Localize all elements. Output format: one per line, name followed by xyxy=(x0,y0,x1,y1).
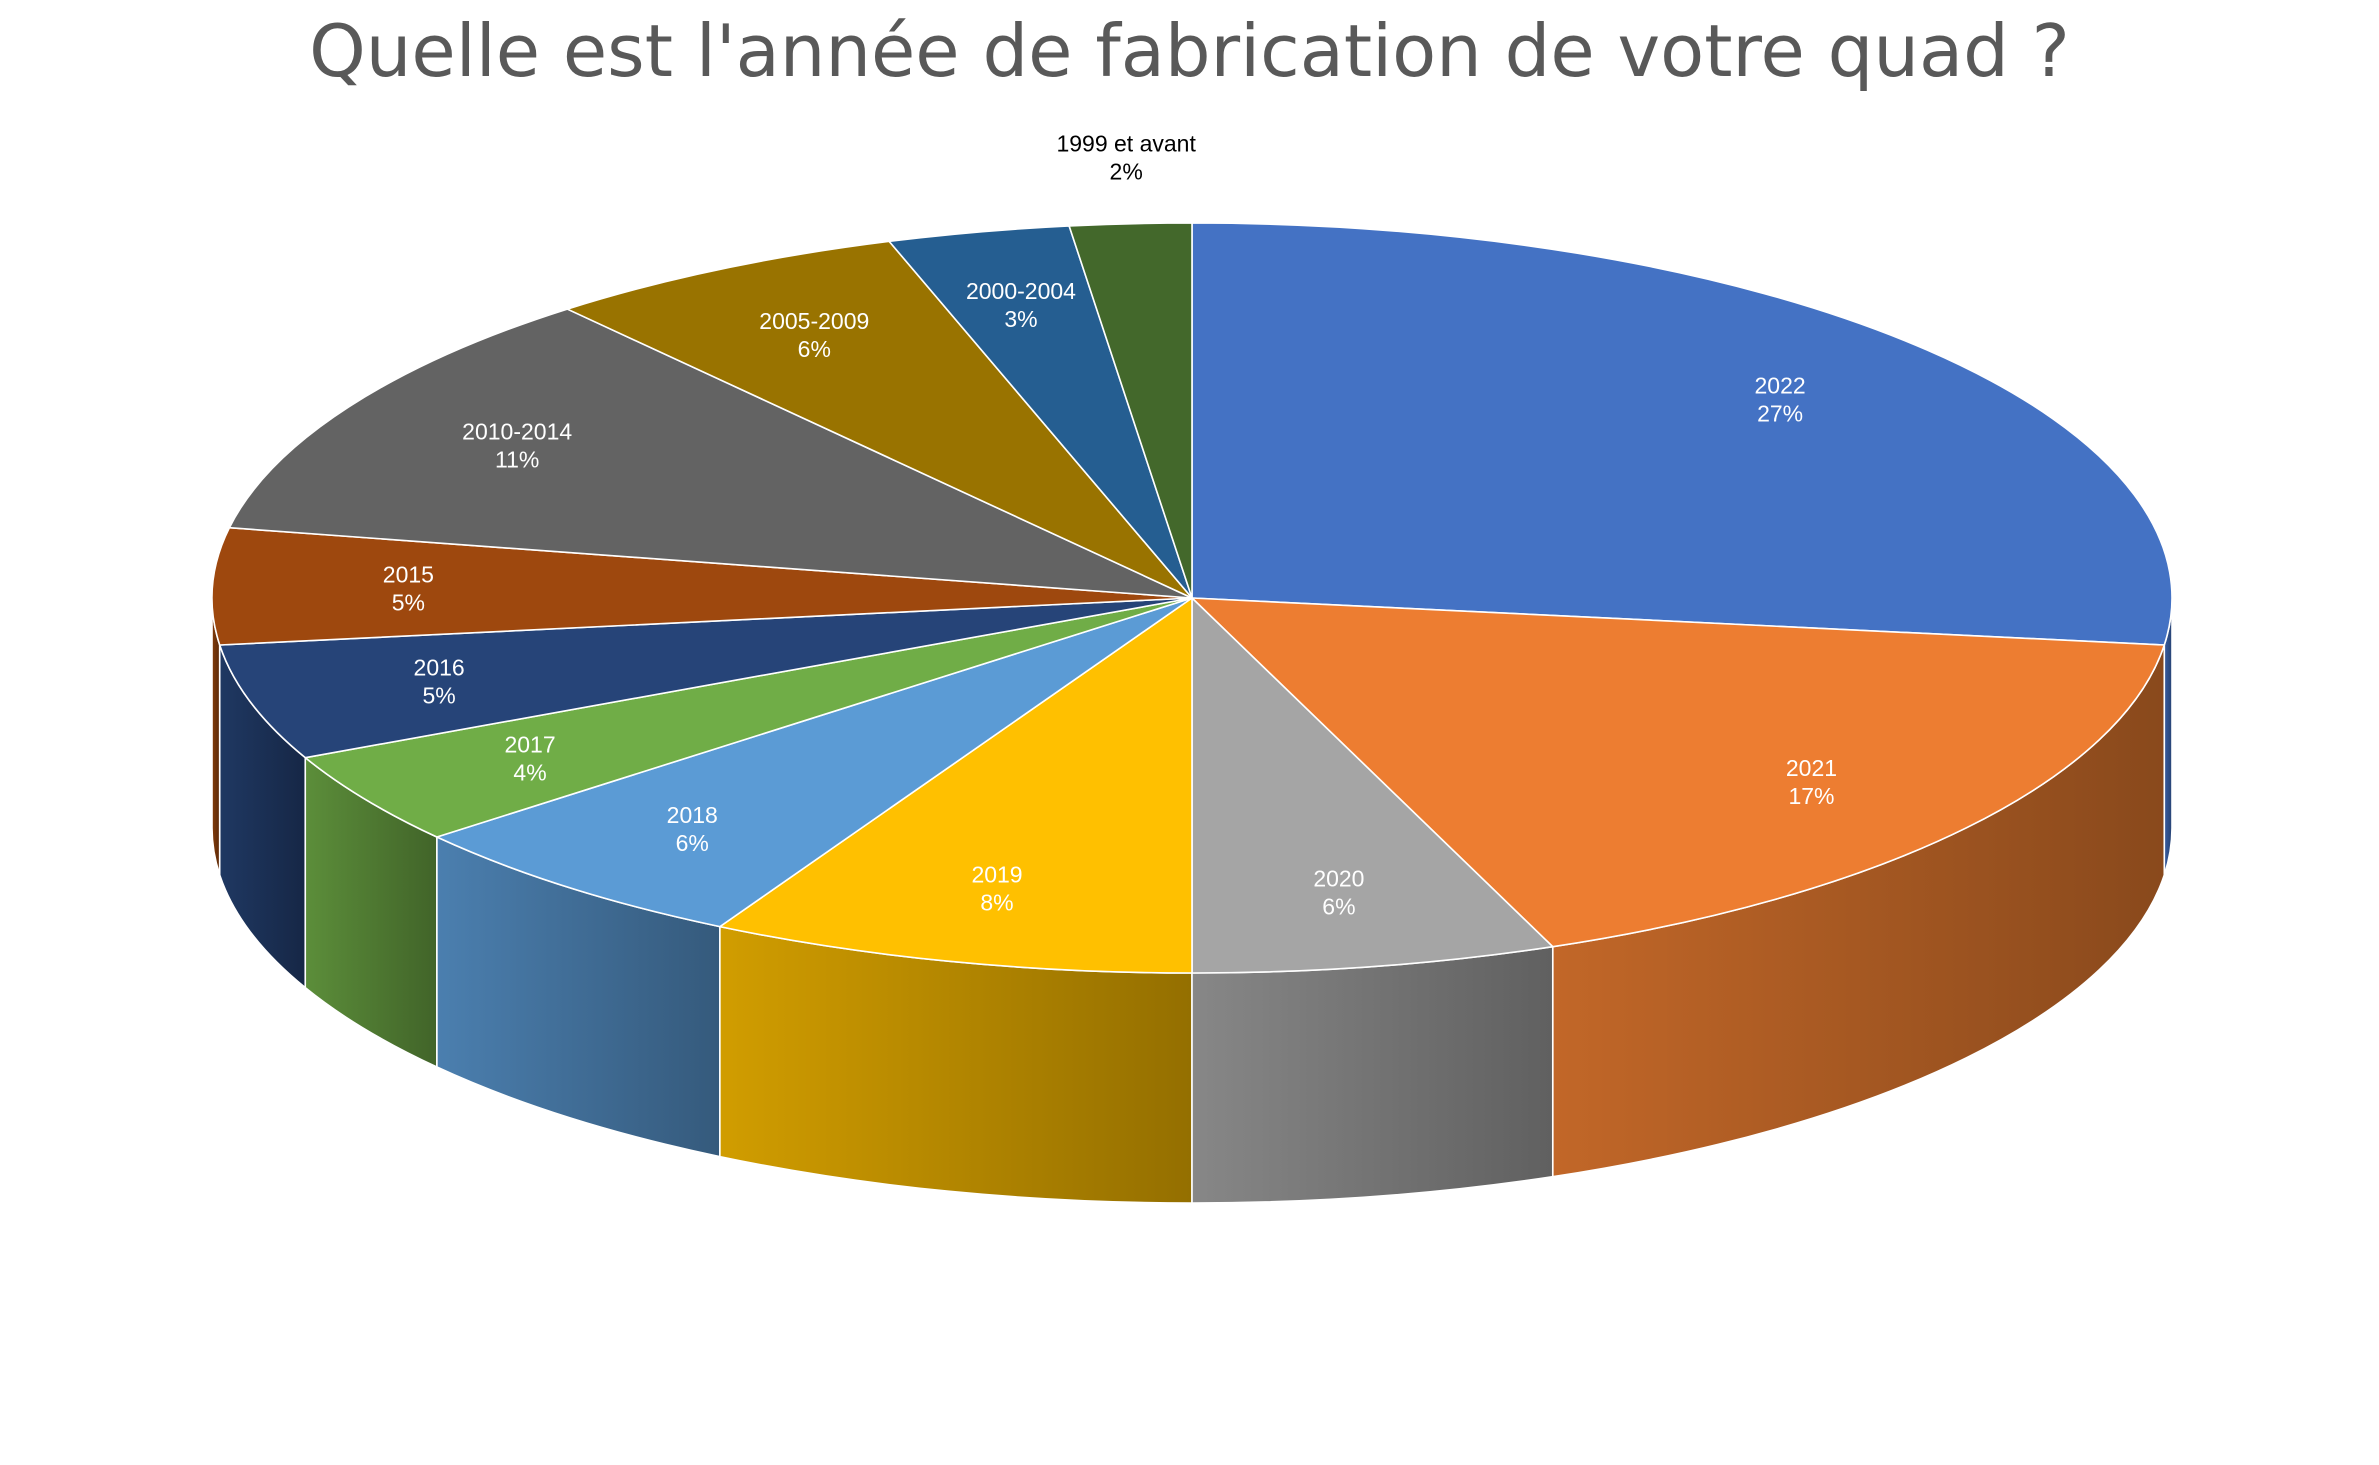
pie-slice-2020 xyxy=(1191,597,1554,974)
pie-side-2020 xyxy=(1191,945,1554,1204)
pie-slice-2018 xyxy=(436,597,1193,928)
pie-slice-1999-et-avant xyxy=(1068,222,1193,599)
pie-slice-2016 xyxy=(218,597,1193,759)
data-label-2015: 2015 5% xyxy=(383,562,434,616)
data-label-2010-2014: 2010-2014 11% xyxy=(462,418,572,472)
pie-slice-2015 xyxy=(211,526,1193,646)
chart-title: Quelle est l'année de fabrication de vot… xyxy=(309,9,2070,93)
pie-top-layer xyxy=(211,222,2173,974)
pie-label-layer: 2022 27% 2021 17% 2020 6% 2019 8% 2018 6% 2017 4% 20… xyxy=(383,131,1837,920)
pie-slice-2022 xyxy=(1191,222,2173,646)
pie-slice-2010-2014 xyxy=(228,308,1193,599)
data-label-2016: 2016 5% xyxy=(414,655,465,709)
data-label-2020: 2020 6% xyxy=(1313,866,1364,920)
data-label-2022: 2022 27% xyxy=(1755,373,1806,427)
data-label-2000-2004: 2000-2004 3% xyxy=(966,278,1076,332)
pie-slice-2021 xyxy=(1191,597,2166,948)
data-label-2021: 2021 17% xyxy=(1786,755,1837,809)
data-label-1999-et-avant: 1999 et avant 2% xyxy=(1056,131,1196,185)
data-label-2017: 2017 4% xyxy=(504,732,555,786)
data-label-2018: 2018 6% xyxy=(667,802,718,856)
pie-slice-2017 xyxy=(304,597,1193,838)
data-label-2005-2009: 2005-2009 6% xyxy=(759,308,869,362)
pie-slice-2005-2009 xyxy=(566,240,1193,599)
data-label-2019: 2019 8% xyxy=(971,862,1022,916)
pie-slice-2019 xyxy=(719,597,1193,974)
